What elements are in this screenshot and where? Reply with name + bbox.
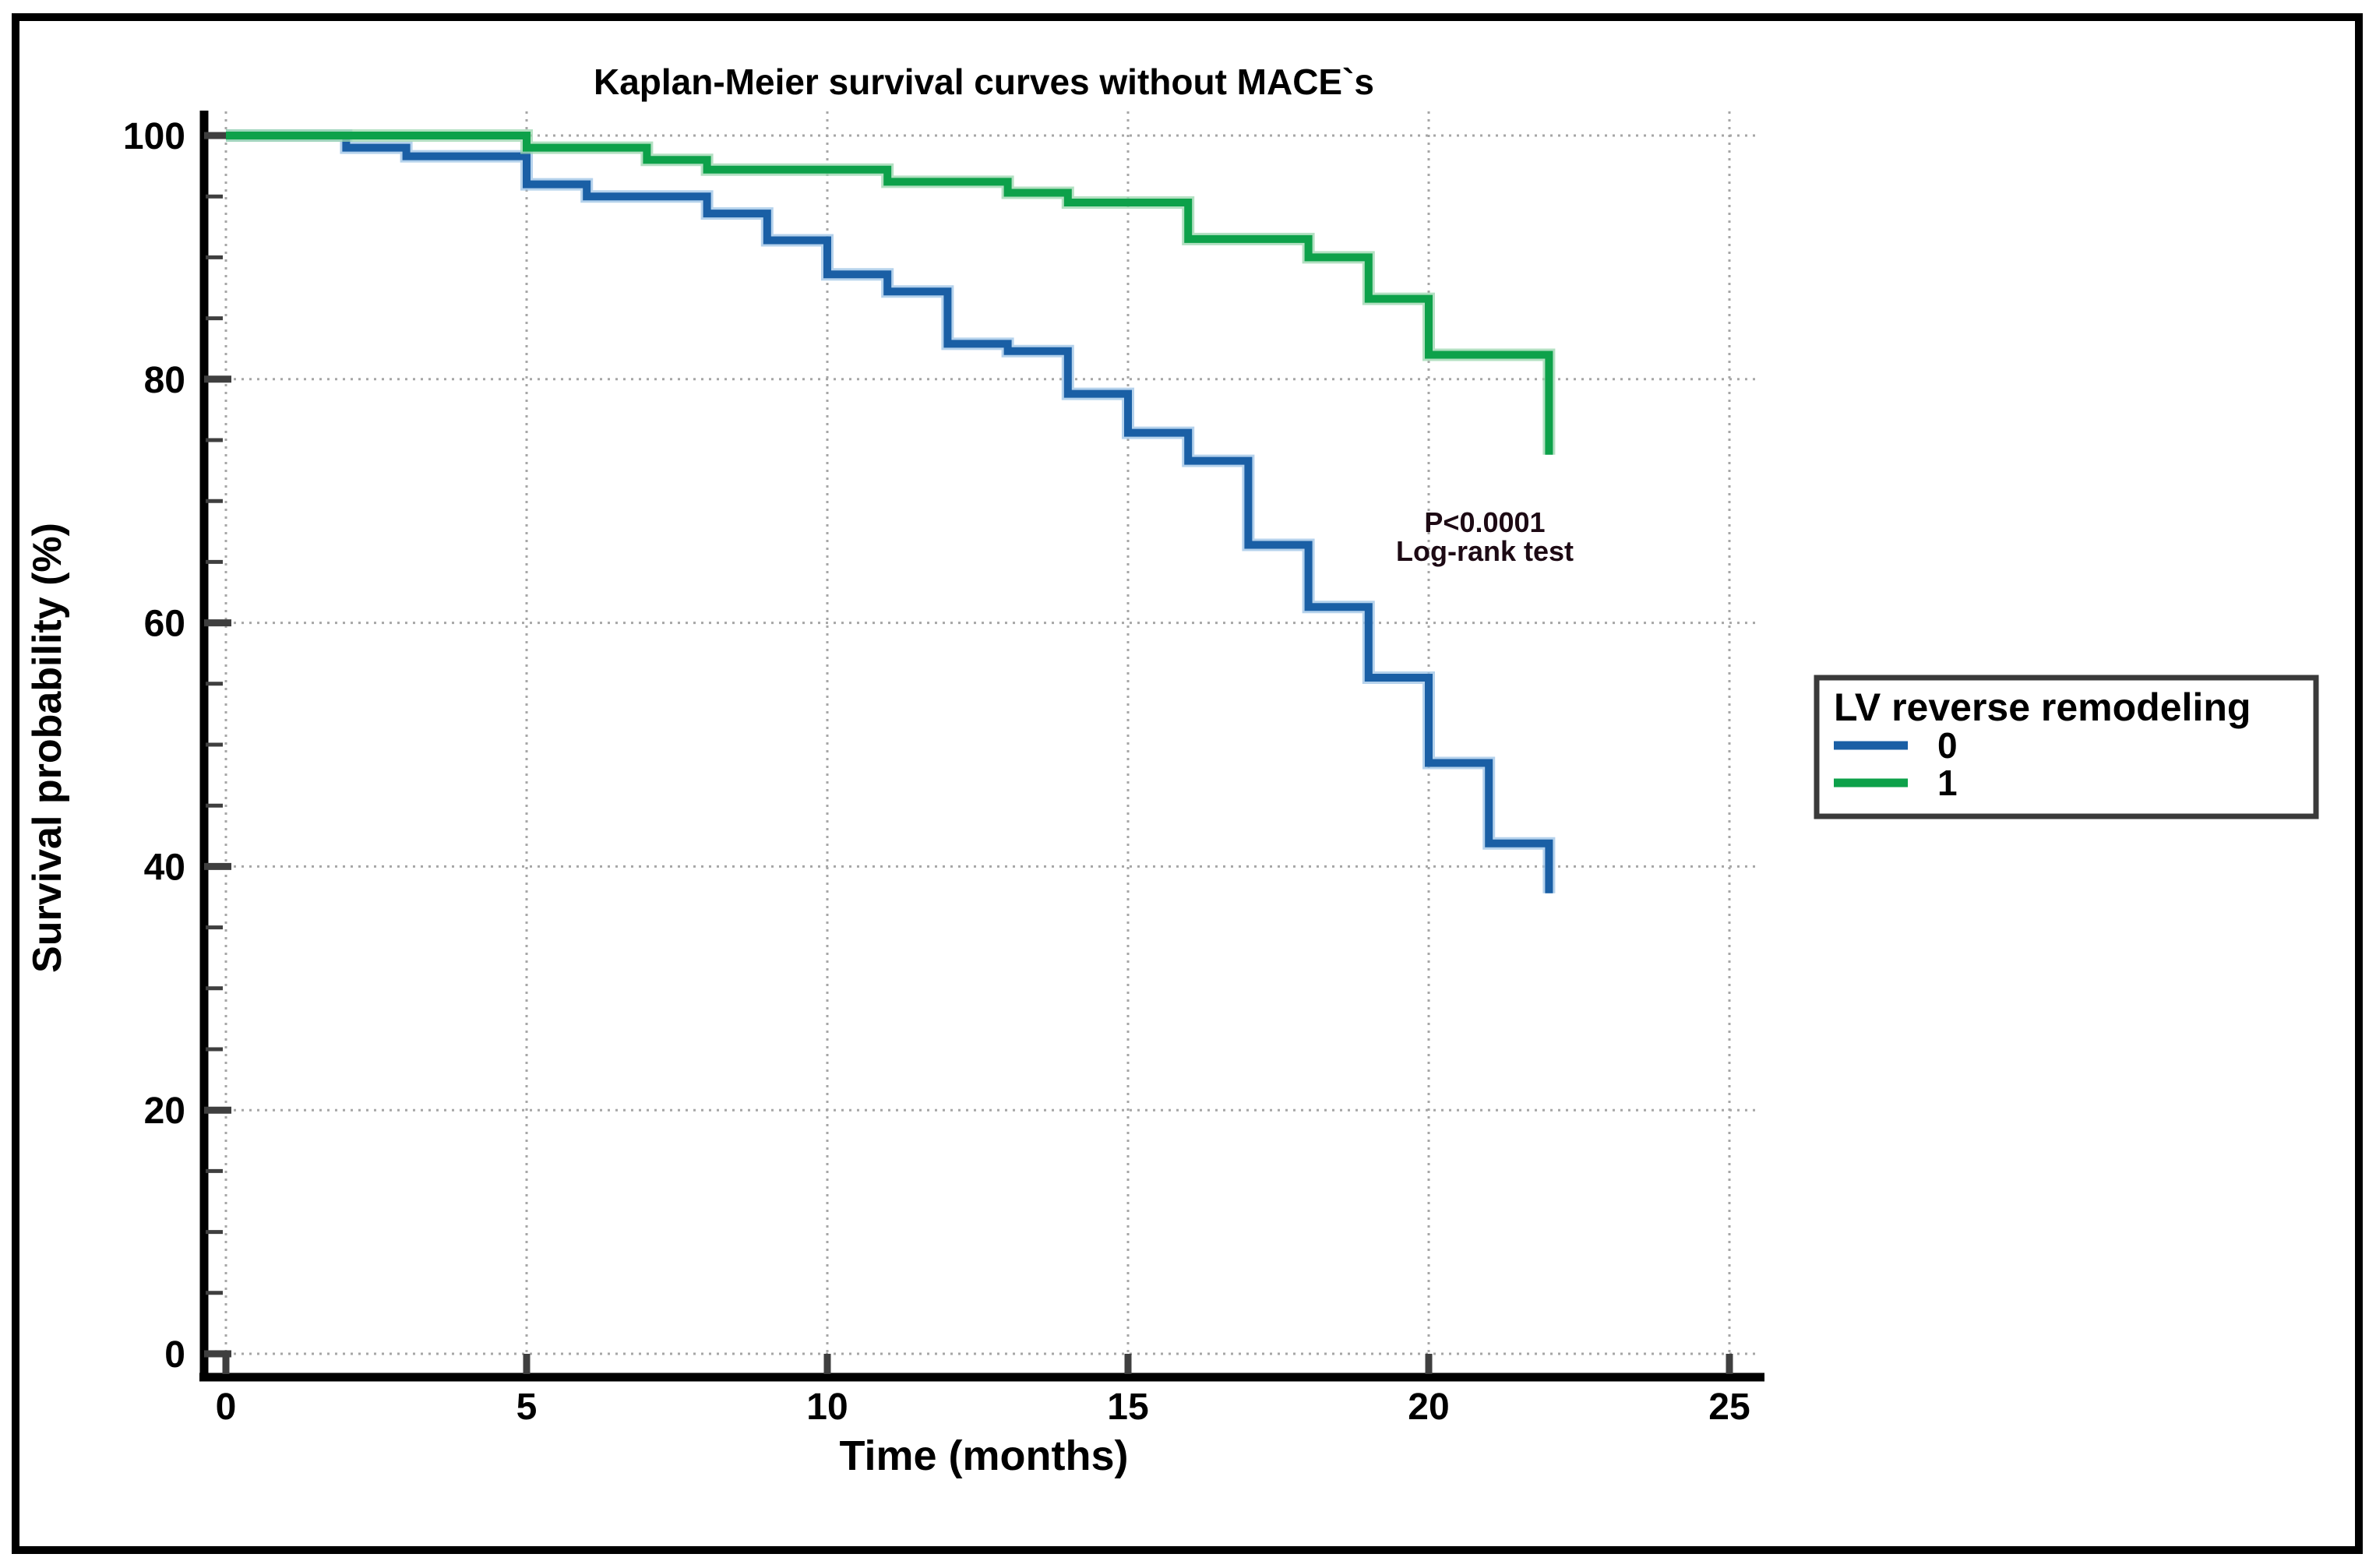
- legend: LV reverse remodeling 01: [1814, 675, 2319, 819]
- x-tick-label: 10: [806, 1387, 848, 1428]
- y-tick-label: 40: [144, 847, 185, 888]
- legend-item-label: 1: [1937, 763, 1958, 803]
- axis-ticks: [204, 132, 1733, 1374]
- x-tick-label: 25: [1708, 1387, 1750, 1428]
- x-axis-title: Time (months): [839, 1432, 1128, 1479]
- survival-curves: [226, 129, 1556, 893]
- survival-curve-0: [226, 132, 1553, 893]
- y-axis-title: Survival probability (%): [25, 523, 70, 973]
- x-tick-label: 20: [1408, 1387, 1449, 1428]
- y-tick-label: 80: [144, 360, 185, 401]
- chart-title: Kaplan-Meier survival curves without MAC…: [594, 62, 1374, 102]
- y-tick-label: 20: [144, 1091, 185, 1132]
- figure-border: [12, 13, 2363, 1554]
- annotation-p-value: P<0.0001: [1424, 506, 1545, 538]
- survival-curve-1: [226, 132, 1553, 455]
- y-tick-label: 100: [123, 116, 185, 157]
- gridlines: [224, 111, 1759, 1355]
- annotation-test-name: Log-rank test: [1396, 535, 1574, 567]
- survival-curve-halo-0: [226, 129, 1556, 893]
- legend-title: LV reverse remodeling: [1834, 685, 2251, 729]
- axis-tick-labels: 0 20 40 60 80 100 0 5 10 15 20 25: [123, 116, 1750, 1428]
- legend-item-label: 0: [1937, 725, 1958, 766]
- x-tick-label: 15: [1107, 1387, 1148, 1428]
- legend-items: 01: [1834, 725, 1958, 803]
- x-tick-label: 0: [216, 1387, 237, 1428]
- y-tick-label: 60: [144, 604, 185, 645]
- x-tick-label: 5: [516, 1387, 538, 1428]
- y-tick-label: 0: [164, 1334, 185, 1376]
